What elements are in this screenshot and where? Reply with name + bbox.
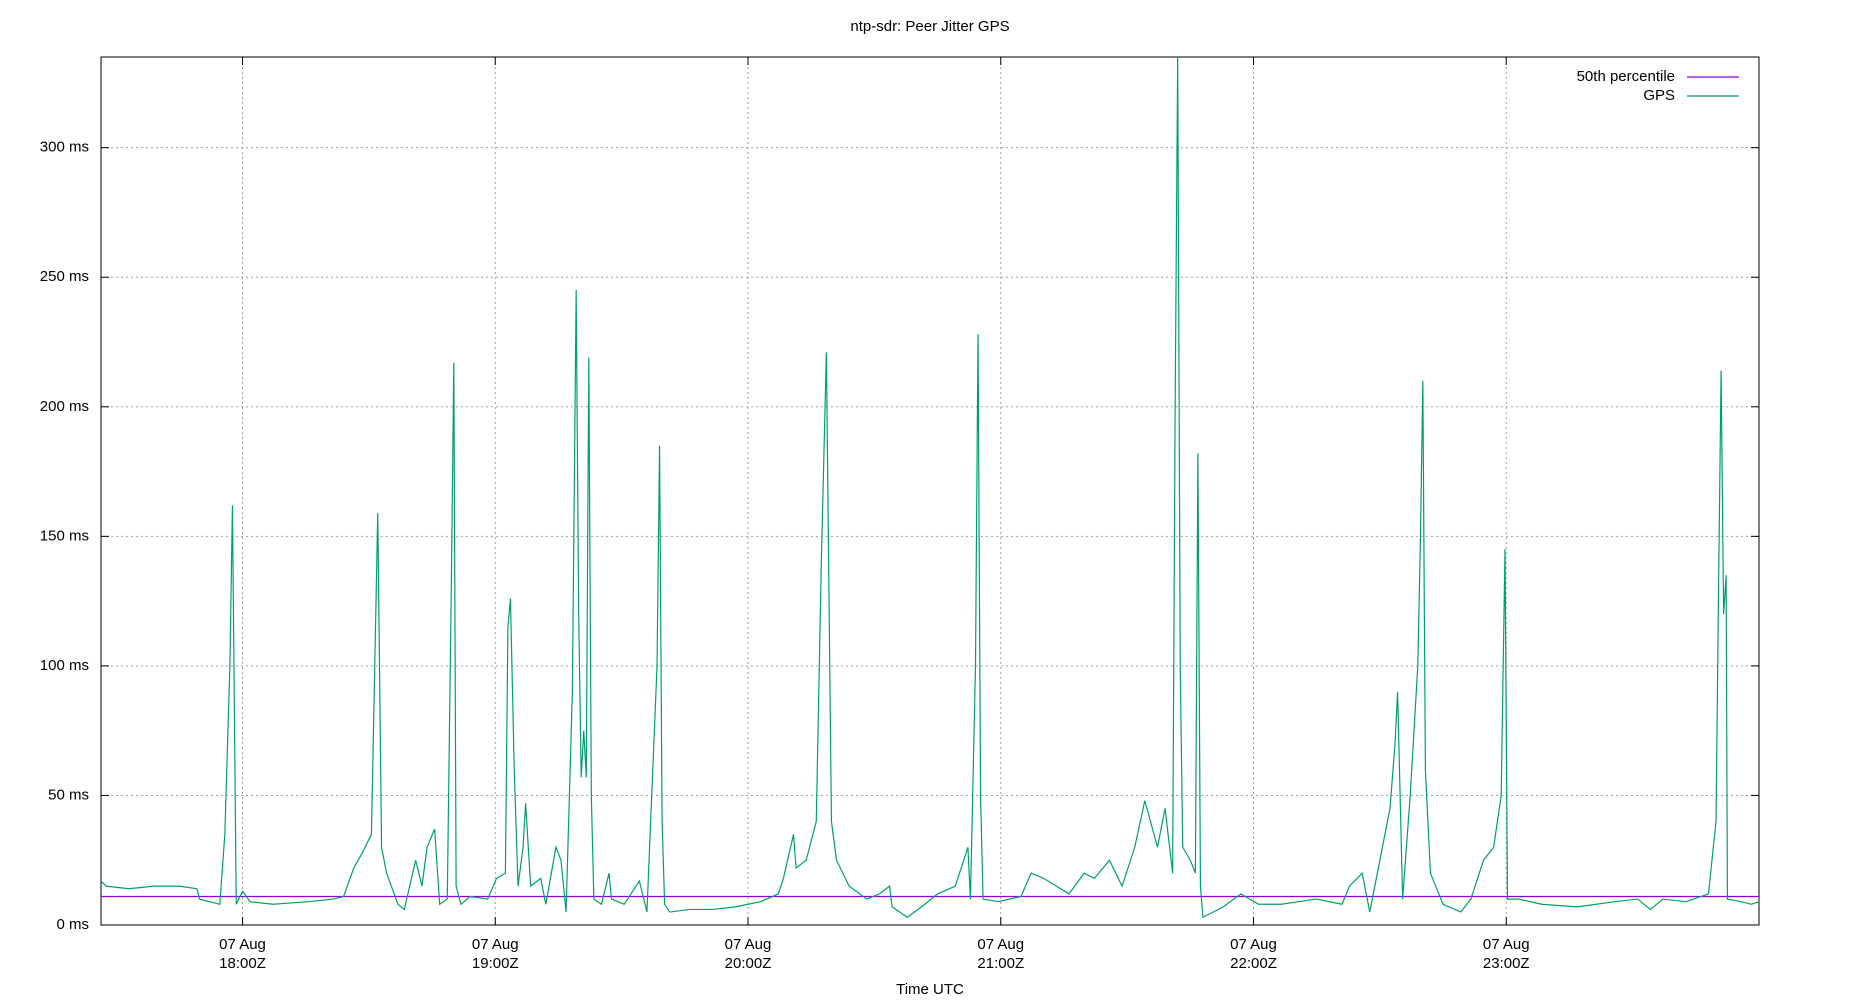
x-tick-label: 07 Aug 18:00Z <box>219 936 266 972</box>
x-tick-label: 07 Aug 22:00Z <box>1230 936 1277 972</box>
x-tick-label: 07 Aug 23:00Z <box>1483 936 1530 972</box>
x-tick-label: 07 Aug 21:00Z <box>977 936 1024 972</box>
y-tick-label: 150 ms <box>40 527 89 544</box>
x-axis-label: Time UTC <box>896 981 964 998</box>
plot-frame <box>100 56 1760 926</box>
y-tick-label: 300 ms <box>40 139 89 156</box>
y-tick-label: 0 ms <box>56 916 89 933</box>
x-tick-label: 07 Aug 20:00Z <box>725 936 772 972</box>
series-line <box>100 56 1760 919</box>
legend-label: 50th percentile <box>1577 68 1675 85</box>
chart-title: ntp-sdr: Peer Jitter GPS <box>850 18 1009 35</box>
y-tick-label: 100 ms <box>40 657 89 674</box>
x-tick-label: 07 Aug 19:00Z <box>472 936 519 972</box>
y-tick-label: 200 ms <box>40 398 89 415</box>
y-tick-label: 50 ms <box>48 786 89 803</box>
y-tick-label: 250 ms <box>40 268 89 285</box>
legend-label: GPS <box>1643 87 1675 104</box>
